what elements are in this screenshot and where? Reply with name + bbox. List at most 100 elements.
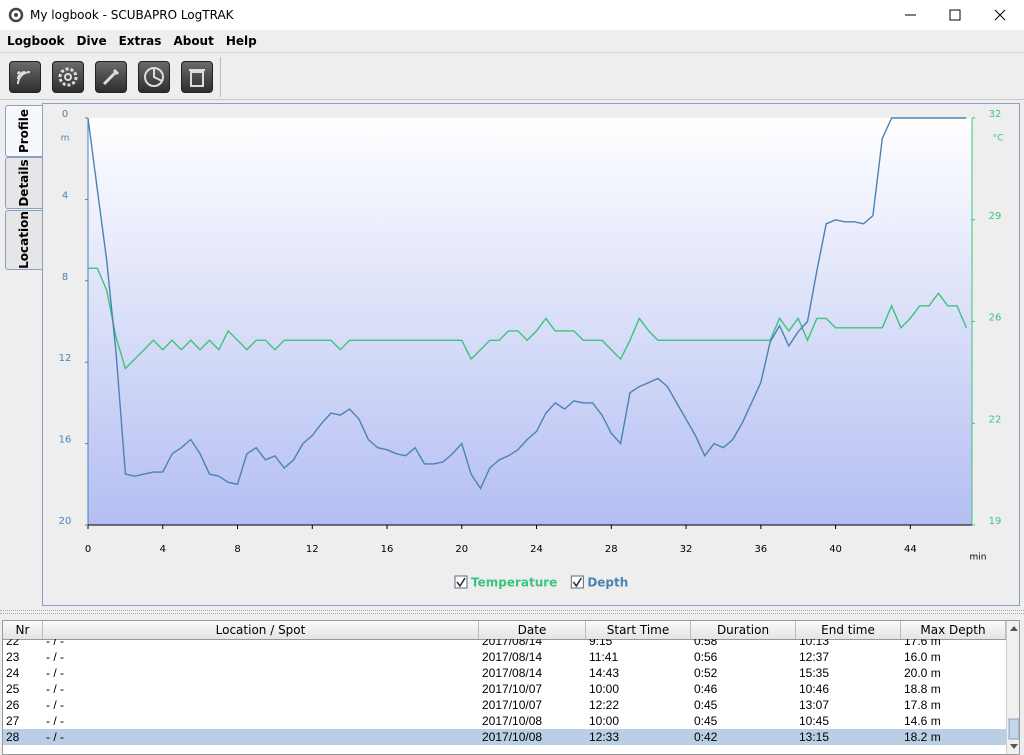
table-row[interactable]: 27 - / - 2017/10/08 10:00 0:45 10:45 14.6 m	[3, 713, 1006, 729]
table-row[interactable]: 26 - / - 2017/10/07 12:22 0:45 13:07 17.8 m	[3, 697, 1006, 713]
table-cell: 9:15	[589, 639, 613, 648]
table-cell: 17.8 m	[904, 698, 941, 712]
y-unit: m	[61, 134, 70, 144]
table-cell: 2017/10/08	[482, 714, 543, 728]
table-cell: 20.0 m	[904, 666, 941, 680]
scrollbar[interactable]	[1006, 621, 1019, 754]
menu-item[interactable]: Help	[225, 34, 257, 48]
x-tick-label: 0	[85, 544, 91, 555]
y2-tick-label: 19	[989, 516, 1002, 527]
side-tab[interactable]: Location	[5, 210, 42, 270]
table-cell: 14.6 m	[904, 714, 941, 728]
x-tick-label: 44	[904, 544, 917, 555]
table-cell: - / -	[46, 650, 64, 664]
window-title: My logbook - SCUBAPRO LogTRAK	[30, 8, 234, 22]
table-cell: 17.6 m	[904, 639, 941, 648]
y-tick-label: 4	[62, 190, 68, 201]
x-unit: min	[970, 553, 987, 563]
table-cell: 24	[6, 666, 20, 680]
table-cell: 0:56	[694, 650, 718, 664]
column-header[interactable]: Max Depth	[901, 621, 1006, 639]
column-header[interactable]: Start Time	[586, 621, 691, 639]
y-tick-label: 20	[59, 516, 72, 527]
menu-item[interactable]: Dive	[76, 34, 107, 48]
y-tick-label: 8	[62, 272, 68, 283]
statistics-button[interactable]	[138, 61, 170, 93]
app-icon	[8, 7, 24, 23]
table-row[interactable]: 22 - / - 2017/08/14 9:15 0:58 10:13 17.6 m	[3, 639, 1006, 649]
legend-checkbox	[570, 575, 584, 589]
menu-item[interactable]: Logbook	[7, 34, 65, 48]
dive-table: Nr Location / Spot Date Start Time Duration E…	[2, 620, 1020, 755]
table-cell: 0:52	[694, 666, 718, 680]
menu-item[interactable]: About	[173, 34, 214, 48]
menu-item[interactable]: Extras	[118, 34, 162, 48]
x-tick-label: 8	[234, 544, 240, 555]
x-tick-label: 32	[680, 544, 693, 555]
plot-area	[88, 118, 972, 525]
table-cell: 23	[6, 650, 20, 664]
series-line	[88, 267, 968, 370]
table-cell: 12:33	[589, 730, 620, 744]
table-cell: 10:00	[589, 682, 620, 696]
table-cell: 14:43	[589, 666, 620, 680]
table-cell: 10:45	[799, 714, 830, 728]
column-header[interactable]: Nr	[3, 621, 43, 639]
table-row[interactable]: 25 - / - 2017/10/07 10:00 0:46 10:46 18.8 m	[3, 681, 1006, 697]
settings-button[interactable]	[52, 61, 84, 93]
x-tick-label: 40	[829, 544, 842, 555]
y2-tick-label: 22	[989, 414, 1002, 425]
table-cell: 12:22	[589, 698, 620, 712]
table-cell: 2017/10/07	[482, 682, 543, 696]
table-header: Nr Location / Spot Date Start Time Duration E…	[3, 621, 1006, 640]
table-cell: - / -	[46, 682, 64, 696]
table-cell: 13:07	[799, 698, 830, 712]
column-header[interactable]: Duration	[691, 621, 796, 639]
table-cell: 0:42	[694, 730, 718, 744]
x-tick-label: 28	[605, 544, 618, 555]
delete-button[interactable]	[181, 61, 213, 93]
legend-label: Depth	[587, 576, 628, 590]
table-cell: 11:41	[589, 650, 619, 664]
table-cell: 2017/08/14	[482, 650, 543, 664]
table-row[interactable]: 23 - / - 2017/08/14 11:41 0:56 12:37 16.0 m	[3, 649, 1006, 665]
table-cell: - / -	[46, 730, 64, 744]
x-tick-label: 20	[455, 544, 468, 555]
table-cell: - / -	[46, 639, 64, 648]
dive-profile-chart: 0 4 8 12 16 20 24 28 32 36 40 44 0 4 8 12 16 20 19 22 26 29 32…	[59, 109, 1004, 590]
table-row[interactable]: 24 - / - 2017/08/14 14:43 0:52 15:35 20.0 m	[3, 665, 1006, 681]
table-cell: 26	[6, 698, 20, 712]
table-cell: 0:46	[694, 682, 718, 696]
table-cell: 12:37	[799, 650, 830, 664]
y-tick-label: 12	[59, 353, 72, 364]
download-button[interactable]	[9, 61, 41, 93]
table-cell: - / -	[46, 666, 64, 680]
x-tick-label: 36	[754, 544, 767, 555]
column-header[interactable]: Date	[479, 621, 586, 639]
splitter[interactable]	[0, 610, 1024, 614]
table-cell: 15:35	[799, 666, 830, 680]
side-tab[interactable]: Details	[5, 157, 42, 209]
table-cell: 0:45	[694, 714, 718, 728]
table-cell: 0:45	[694, 698, 718, 712]
y2-tick-label: 32	[989, 109, 1002, 120]
side-tab[interactable]: Profile	[5, 105, 42, 157]
table-cell: 27	[6, 714, 20, 728]
table-cell: - / -	[46, 698, 64, 712]
title-bar: My logbook - SCUBAPRO LogTRAK	[0, 0, 1024, 30]
table-cell: 18.2 m	[904, 730, 941, 744]
table-cell: 0:58	[694, 639, 718, 648]
legend-check	[572, 577, 583, 588]
column-header[interactable]: End time	[796, 621, 901, 639]
y2-unit: °C	[993, 134, 1004, 144]
tools-button[interactable]	[95, 61, 127, 93]
table-cell: 2017/10/08	[482, 730, 543, 744]
table-cell: 2017/10/07	[482, 698, 543, 712]
x-tick-label: 12	[306, 544, 319, 555]
table-cell: 25	[6, 682, 20, 696]
window-controls[interactable]	[890, 0, 1024, 30]
table-cell: 10:00	[589, 714, 620, 728]
column-header[interactable]: Location / Spot	[43, 621, 479, 639]
table-row[interactable]: 28 - / - 2017/10/08 12:33 0:42 13:15 18.2 m	[3, 729, 1006, 745]
